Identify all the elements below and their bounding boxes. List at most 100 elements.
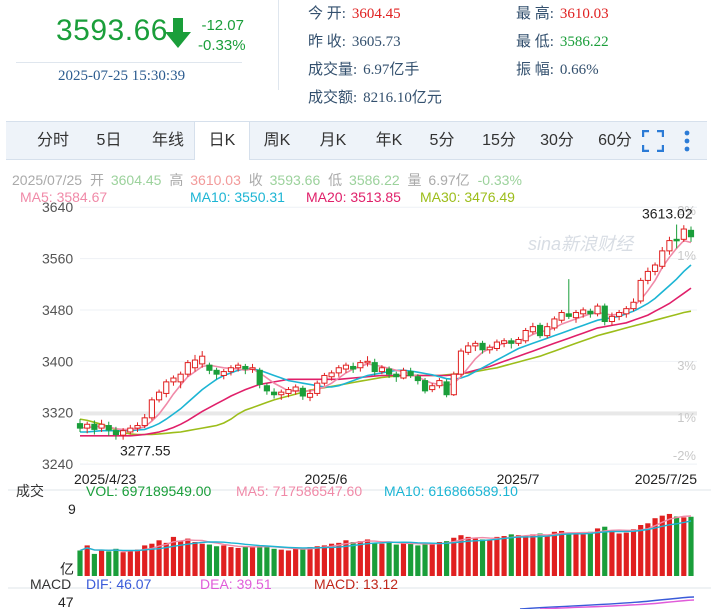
divider [278, 0, 279, 90]
volume-bar-up [681, 517, 687, 576]
volume-bar-up [98, 550, 105, 576]
tab-60min[interactable]: 60分 [598, 132, 632, 149]
ohlc-info-line: 2025/07/25 开 3604.45 高 3610.03 收 3593.66… [12, 172, 522, 188]
volume-bar-down [408, 543, 414, 576]
volume-bar-up [559, 530, 565, 576]
macd-panel [519, 596, 695, 609]
volume-legend: 成交 VOL: 697189549.00 MA5: 717586547.60 MA10… [16, 483, 518, 577]
candle-up [522, 330, 529, 342]
dea-line [539, 599, 695, 609]
candle-up [580, 309, 587, 315]
y-tick-label: 3240 [42, 456, 73, 472]
volume-bar-down [264, 546, 270, 576]
candle-up [335, 367, 342, 374]
candle-down [443, 381, 450, 396]
volume-bar-up [278, 549, 284, 576]
info-high-label: 高 [169, 172, 183, 188]
candle-down [601, 305, 608, 323]
volume-bar-down [688, 516, 694, 576]
volume-axis-unit: 亿 [60, 561, 74, 577]
tab-yearly-k[interactable]: 年K [375, 132, 403, 149]
volume-bar-up [293, 547, 299, 576]
fullscreen-icon[interactable] [642, 130, 664, 152]
candle-down [242, 365, 249, 370]
volume-bar-up [458, 535, 464, 576]
volume-bar-up [472, 538, 478, 576]
min-price-label: 3277.55 [120, 443, 171, 459]
volume-bar-up [235, 547, 241, 576]
price-grid [80, 206, 697, 465]
volume-bar-up [609, 530, 615, 576]
dif-line [519, 596, 695, 609]
field-turnover: 成交额: 8216.10亿元 [308, 90, 442, 106]
candle-up [659, 250, 666, 267]
price-annotations: 3613.02 3277.55 [120, 206, 693, 459]
candle-up [501, 340, 508, 344]
pct-tick-label: -2% [673, 448, 697, 463]
x-tick-label: 2025/7 [497, 471, 540, 487]
candle-up [328, 372, 335, 378]
candle-up [220, 371, 227, 376]
volume-bar-up [307, 547, 313, 576]
volume-bar-up [178, 541, 184, 576]
tab-yearline[interactable]: 年线 [151, 132, 184, 149]
tab-monthly-k[interactable]: 月K [319, 132, 347, 149]
candle-up [544, 326, 551, 337]
tab-30min[interactable]: 30分 [540, 132, 574, 149]
macd-axis-top: 47 [58, 594, 74, 609]
tab-5min[interactable]: 5分 [429, 132, 455, 149]
volume-bar-up [645, 523, 651, 576]
volume-bar-up [127, 551, 133, 576]
divider [16, 62, 242, 63]
info-pct: -0.33% [478, 172, 522, 188]
price-change: -12.07 -0.33% [198, 16, 246, 56]
volume-bar-up [551, 531, 558, 576]
field-high: 最 高: 3610.03 [516, 6, 609, 22]
tab-15min[interactable]: 15分 [482, 132, 516, 149]
macd-legend-item: DEA: 39.51 [200, 576, 272, 592]
candle-down [256, 369, 263, 385]
candle-up [314, 382, 321, 394]
volume-bar-up [494, 536, 500, 576]
volume-bar-down [602, 526, 608, 576]
volume-bar-up [329, 543, 335, 576]
candle-up [572, 312, 580, 319]
volume-axis-top: 9 [68, 501, 76, 517]
more-vertical-icon[interactable] [682, 129, 692, 153]
tab-intraday[interactable]: 分时 [36, 132, 69, 149]
macd-legend-item: MACD: 13.12 [314, 576, 398, 592]
ma10-legend: MA10: 3550.31 [190, 189, 285, 205]
candle-up [429, 385, 436, 391]
candle-up [378, 367, 385, 373]
candle-up [127, 427, 134, 433]
volume-legend-item: 成交 [16, 483, 44, 499]
ma30-line [79, 310, 692, 436]
candle-up [630, 301, 637, 310]
candle-down [350, 365, 357, 370]
volume-ma10-line [79, 520, 692, 552]
kline-chart: 2025/07/25 开 3604.45 高 3610.03 收 3593.66… [8, 172, 711, 609]
candle-down [587, 310, 594, 315]
candle-up [616, 312, 623, 317]
candle-down [414, 376, 421, 382]
tab-daily-k[interactable]: 日K [194, 122, 250, 160]
tab-weekly-k[interactable]: 周K [263, 132, 291, 149]
candle-down [299, 387, 306, 397]
candle-down [270, 391, 278, 396]
candle-up [184, 362, 191, 375]
info-open-label: 开 [90, 172, 104, 188]
volume-bar-down [422, 542, 428, 576]
candle-down [421, 380, 429, 392]
tab-5day[interactable]: 5日 [96, 132, 122, 149]
ma-legend: MA5: 3584.67 MA10: 3550.31 MA20: 3513.85… [20, 189, 515, 205]
candle-up [637, 279, 644, 302]
quote-timestamp: 2025-07-25 15:30:39 [58, 68, 186, 84]
info-high: 3610.03 [190, 172, 241, 188]
candle-up [84, 423, 91, 429]
ma5-legend: MA5: 3584.67 [20, 189, 107, 205]
volume-bar-down [674, 516, 680, 576]
candle-up [177, 373, 184, 383]
macd-legend-item: MACD [30, 576, 71, 592]
volume-bar-down [271, 548, 277, 576]
volume-bar-up [523, 536, 529, 576]
